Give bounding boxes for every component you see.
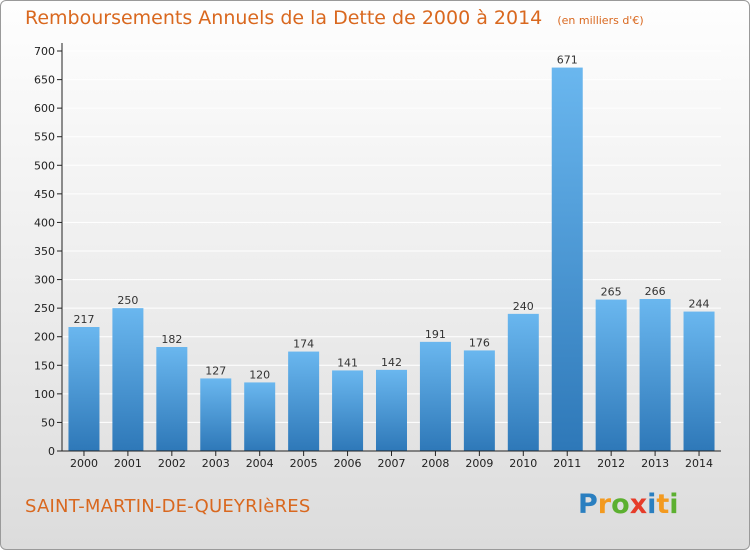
bar bbox=[376, 369, 407, 451]
bar-value-label: 250 bbox=[117, 294, 138, 307]
bar-value-label: 244 bbox=[689, 298, 710, 311]
x-tick-label: 2004 bbox=[246, 457, 274, 470]
bar bbox=[639, 299, 671, 451]
logo-letter: i bbox=[669, 489, 679, 520]
chart-unit: (en milliers d'€) bbox=[557, 14, 644, 27]
bar bbox=[419, 341, 451, 451]
bars bbox=[68, 67, 715, 452]
bar bbox=[288, 351, 320, 451]
logo-letter: i bbox=[647, 489, 657, 520]
bar-value-label: 217 bbox=[73, 313, 94, 326]
x-tick-label: 2010 bbox=[509, 457, 537, 470]
y-tick-label: 450 bbox=[34, 188, 55, 201]
logo-letter: P bbox=[578, 489, 598, 520]
commune-name: SAINT-MARTIN-DE-QUEYRIèRES bbox=[25, 496, 311, 517]
y-tick-label: 700 bbox=[34, 45, 55, 58]
x-tick-label: 2009 bbox=[465, 457, 493, 470]
bar bbox=[112, 308, 144, 451]
bar-value-label: 127 bbox=[205, 364, 226, 377]
bar bbox=[156, 347, 188, 451]
bar bbox=[551, 67, 583, 452]
y-tick-label: 350 bbox=[34, 245, 55, 258]
bar-chart: 0 50 100 150 200 250 300 350 400 450 500 550 600 650 7… bbox=[34, 43, 721, 470]
x-tick-label: 2000 bbox=[70, 457, 98, 470]
logo-letter: x bbox=[629, 489, 648, 520]
x-tick-label: 2013 bbox=[641, 457, 669, 470]
x-tick-label: 2007 bbox=[378, 457, 406, 470]
x-tick-label: 2002 bbox=[158, 457, 186, 470]
bar bbox=[200, 378, 232, 451]
chart-title: Remboursements Annuels de la Dette de 20… bbox=[25, 7, 543, 29]
bar bbox=[332, 370, 364, 451]
y-tick-label: 50 bbox=[41, 416, 55, 429]
bar bbox=[507, 313, 539, 451]
labels: 0 50 100 150 200 250 300 350 400 450 500 550 600 650 7… bbox=[34, 45, 713, 470]
bar bbox=[244, 382, 276, 451]
x-tick-label: 2006 bbox=[334, 457, 362, 470]
y-tick-label: 100 bbox=[34, 388, 55, 401]
bar-value-label: 120 bbox=[249, 368, 270, 381]
x-tick-label: 2011 bbox=[553, 457, 581, 470]
y-tick-label: 300 bbox=[34, 274, 55, 287]
bar-value-label: 182 bbox=[161, 333, 182, 346]
bar-value-label: 141 bbox=[337, 356, 358, 369]
proxiti-logo: Proxiti bbox=[578, 489, 679, 520]
bar bbox=[595, 299, 627, 451]
bar bbox=[463, 350, 495, 451]
x-tick-label: 2005 bbox=[290, 457, 318, 470]
y-tick-label: 150 bbox=[34, 359, 55, 372]
x-tick-label: 2008 bbox=[421, 457, 449, 470]
x-tick-label: 2001 bbox=[114, 457, 142, 470]
y-tick-label: 500 bbox=[34, 159, 55, 172]
logo-letter: o bbox=[611, 489, 630, 520]
y-tick-label: 0 bbox=[48, 445, 55, 458]
y-tick-label: 600 bbox=[34, 102, 55, 115]
y-tick-label: 200 bbox=[34, 331, 55, 344]
chart-header: Remboursements Annuels de la Dette de 20… bbox=[25, 7, 644, 29]
y-tick-label: 250 bbox=[34, 302, 55, 315]
x-tick-label: 2014 bbox=[685, 457, 713, 470]
bar-value-label: 265 bbox=[601, 286, 622, 299]
x-tick-label: 2012 bbox=[597, 457, 625, 470]
y-tick-label: 550 bbox=[34, 131, 55, 144]
bar-value-label: 174 bbox=[293, 338, 314, 351]
bar-value-label: 176 bbox=[469, 336, 490, 349]
x-tick-label: 2003 bbox=[202, 457, 230, 470]
bar-value-label: 191 bbox=[425, 328, 446, 341]
bar bbox=[683, 311, 715, 451]
bar bbox=[68, 327, 100, 451]
bar-value-label: 142 bbox=[381, 356, 402, 369]
axes bbox=[57, 43, 721, 456]
y-tick-label: 650 bbox=[34, 74, 55, 87]
logo-letter: t bbox=[656, 489, 670, 520]
logo-letter: r bbox=[597, 489, 612, 520]
bar-value-label: 266 bbox=[645, 285, 666, 298]
bar-value-label: 671 bbox=[557, 54, 578, 67]
y-tick-label: 400 bbox=[34, 216, 55, 229]
bar-value-label: 240 bbox=[513, 300, 534, 313]
